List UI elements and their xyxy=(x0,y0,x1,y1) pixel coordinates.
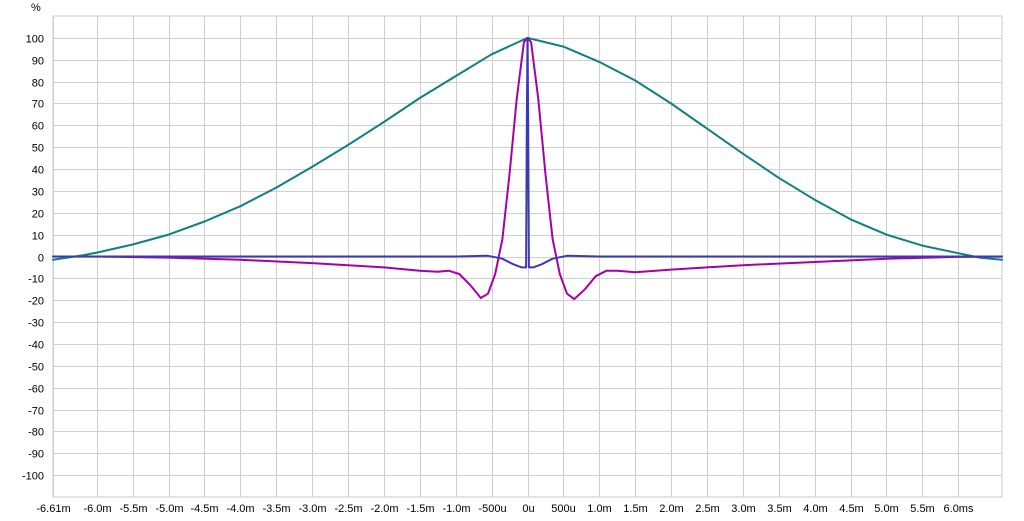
y-tick-label: 70 xyxy=(32,99,44,111)
x-tick-label: 3.0m xyxy=(731,503,755,515)
x-tick-label: -6.61m xyxy=(36,503,70,515)
y-tick-label: 30 xyxy=(32,187,44,199)
series-line-3 xyxy=(52,36,1003,269)
y-tick-label: -50 xyxy=(28,362,44,374)
y-tick-label: 40 xyxy=(32,165,44,177)
y-tick-label: -40 xyxy=(28,340,44,352)
y-tick-label: -30 xyxy=(28,318,44,330)
y-tick-label: -20 xyxy=(28,296,44,308)
x-tick-label: 6.0ms xyxy=(944,503,974,515)
x-tick-label: -5.0m xyxy=(155,503,183,515)
x-tick-label: 5.0m xyxy=(874,503,898,515)
x-tick-label: 1.0m xyxy=(587,503,611,515)
x-tick-label: 2.0m xyxy=(659,503,683,515)
x-tick-label: -4.0m xyxy=(226,503,254,515)
x-tick-label: 0u xyxy=(522,503,534,515)
x-tick-label: -5.5m xyxy=(119,503,147,515)
x-tick-label: -500u xyxy=(478,503,506,515)
y-tick-label: -100 xyxy=(22,471,44,483)
x-tick-label: -6.0m xyxy=(83,503,111,515)
x-tick-label: -1.5m xyxy=(406,503,434,515)
y-tick-label: -10 xyxy=(28,274,44,286)
y-tick-label: -90 xyxy=(28,449,44,461)
x-tick-label: -3.5m xyxy=(262,503,290,515)
y-tick-label: 20 xyxy=(32,209,44,221)
x-tick-label: -2.0m xyxy=(370,503,398,515)
y-tick-label: 100 xyxy=(26,34,44,46)
x-tick-label: 1.5m xyxy=(623,503,647,515)
x-axis-ticks: -6.61m -6.0m -5.5m -5.0m -4.5m -4.0m -3.5m -3.0… xyxy=(36,503,974,515)
y-tick-label: 80 xyxy=(32,78,44,90)
y-tick-label: 60 xyxy=(32,121,44,133)
x-tick-label: 4.0m xyxy=(803,503,827,515)
x-tick-label: -4.5m xyxy=(190,503,218,515)
y-tick-label: 0 xyxy=(38,253,44,265)
y-tick-label: -70 xyxy=(28,406,44,418)
x-tick-label: 500u xyxy=(551,503,575,515)
y-axis-unit-label: % xyxy=(31,2,41,14)
y-tick-label: 90 xyxy=(32,56,44,68)
x-tick-label: 2.5m xyxy=(695,503,719,515)
x-tick-label: -1.0m xyxy=(442,503,470,515)
y-tick-label: -80 xyxy=(28,427,44,439)
x-tick-label: -3.0m xyxy=(298,503,326,515)
x-tick-label: 5.5m xyxy=(910,503,934,515)
y-tick-label: -60 xyxy=(28,384,44,396)
x-tick-label: 3.5m xyxy=(767,503,791,515)
y-tick-label: 50 xyxy=(32,143,44,155)
x-tick-label: -2.5m xyxy=(334,503,362,515)
series-group xyxy=(52,36,1003,301)
y-tick-label: 10 xyxy=(32,231,44,243)
y-axis-ticks: 1009080706050403020100-10-20-30-40-50-60… xyxy=(22,34,44,483)
x-tick-label: 4.5m xyxy=(839,503,863,515)
